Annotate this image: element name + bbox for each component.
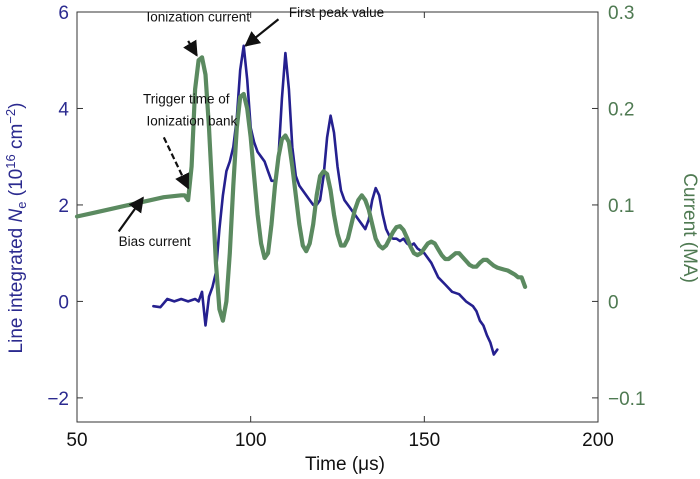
left-y-title-mid: (10 (6, 169, 27, 202)
left-y-tick-label: 2 (58, 196, 69, 217)
right-y-tick-label: 0 (608, 292, 619, 313)
right-y-tick-label: 0.3 (608, 3, 634, 24)
x-tick-label: 150 (408, 430, 440, 451)
right-y-axis-title: Current (MA) (679, 173, 700, 283)
axes-frame (76, 11, 599, 423)
left-y-title-post: ) (6, 103, 27, 109)
right-y-tick-label: 0.1 (608, 196, 634, 217)
left-y-title-sub: e (14, 202, 29, 209)
annotation-arrow (162, 136, 190, 190)
left-y-title-sup1: 16 (3, 154, 18, 168)
x-tick-label: 100 (235, 430, 267, 451)
annotation-arrow (183, 39, 198, 57)
tick-label-layer: 50 100 150 200 −2 0 2 4 6 −0.1 0 0.1 0.2 0.3 (47, 3, 645, 451)
annotation-text: Bias current (119, 234, 191, 249)
annotation-text: Ionization current (146, 10, 250, 25)
left-y-tick-label: −2 (47, 389, 69, 410)
plot-frame (76, 11, 599, 423)
series-layer (74, 44, 528, 356)
x-tick-label: 50 (66, 430, 87, 451)
left-y-tick-label: 6 (58, 3, 69, 24)
right-y-tick-label: −0.1 (608, 389, 646, 410)
annotation-layer: Ionization current First peak value Trigge… (117, 5, 384, 249)
left-y-tick-label: 4 (58, 99, 69, 120)
annotation-text: Ionization bank (146, 113, 237, 128)
annotation-arrow (117, 196, 144, 233)
left-y-title-var: N (6, 208, 27, 222)
right-y-tick-label: 0.2 (608, 99, 634, 120)
left-y-tick-label: 0 (58, 292, 69, 313)
left-y-title-unit: cm (6, 124, 27, 155)
left-y-title-pre: Line integrated (6, 222, 27, 353)
annotation-arrow (244, 18, 280, 47)
current-series-line (74, 55, 528, 323)
x-tick-label: 200 (582, 430, 614, 451)
x-axis-title: Time (μs) (305, 454, 385, 475)
annotation-text: First peak value (289, 5, 384, 20)
annotation-text: Trigger time of (143, 92, 230, 107)
left-y-axis-title: Line integrated Ne (1016 cm−2) (3, 103, 29, 354)
left-y-title-sup2: −2 (3, 109, 18, 124)
